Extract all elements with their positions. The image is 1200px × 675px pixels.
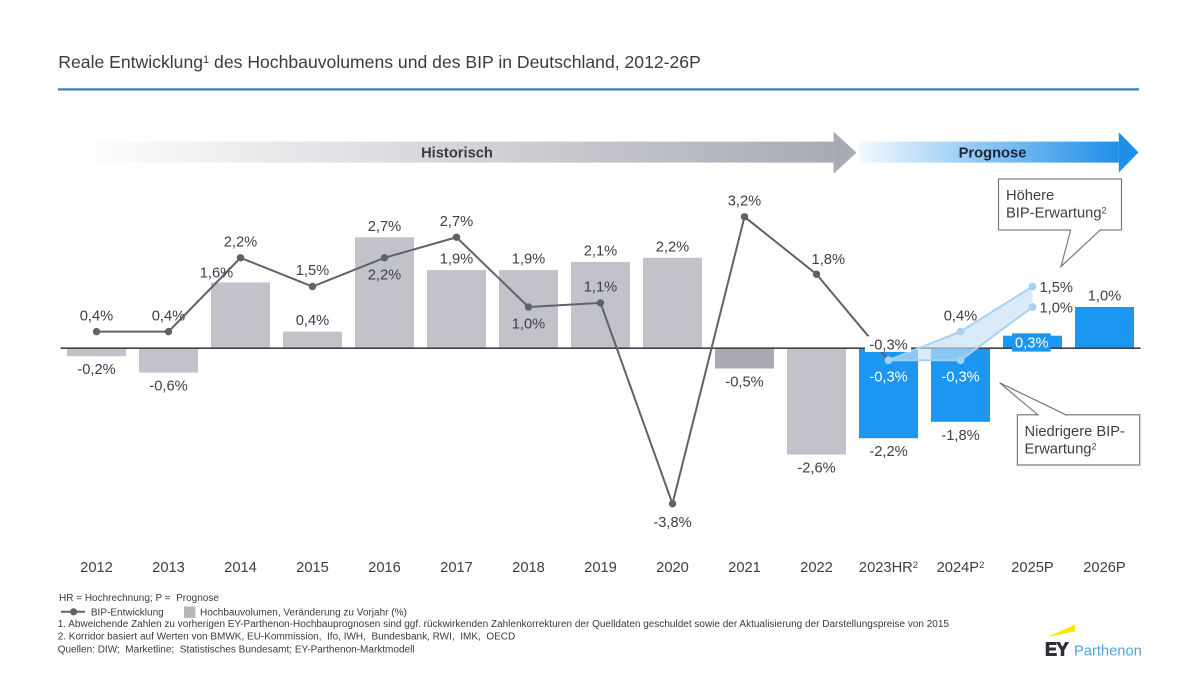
svg-text:1,8%: 1,8% [812, 252, 845, 268]
svg-text:2019: 2019 [584, 560, 617, 576]
svg-text:BIP-Entwicklung: BIP-Entwicklung [91, 608, 164, 619]
svg-text:2015: 2015 [296, 560, 329, 576]
svg-text:-2,2%: -2,2% [869, 444, 907, 460]
svg-text:2021: 2021 [728, 560, 761, 576]
svg-text:BIP-Erwartung2: BIP-Erwartung2 [1006, 205, 1107, 221]
svg-text:1,5%: 1,5% [296, 263, 329, 279]
svg-text:0,3%: 0,3% [1015, 336, 1048, 352]
svg-text:1. Abweichende Zahlen zu vorhe: 1. Abweichende Zahlen zu vorherigen EY-P… [58, 619, 950, 630]
svg-text:2013: 2013 [152, 560, 185, 576]
svg-text:2,1%: 2,1% [584, 243, 617, 259]
svg-text:2018: 2018 [512, 560, 545, 576]
svg-text:-0,5%: -0,5% [725, 375, 763, 391]
svg-text:Hochbauvolumen, Veränderung zu: Hochbauvolumen, Veränderung zu Vorjahr (… [200, 608, 407, 619]
svg-text:1,0%: 1,0% [1040, 300, 1073, 316]
svg-text:Niedrigere BIP-: Niedrigere BIP- [1025, 424, 1126, 440]
svg-text:2,2%: 2,2% [224, 235, 257, 251]
svg-text:-2,6%: -2,6% [797, 461, 835, 477]
svg-text:2,7%: 2,7% [440, 214, 473, 230]
svg-text:-3,8%: -3,8% [653, 515, 691, 531]
svg-text:2023HR2: 2023HR2 [859, 560, 918, 576]
svg-text:2. Korridor basiert auf Werten: 2. Korridor basiert auf Werten von BMWK,… [58, 632, 516, 643]
svg-text:2026P: 2026P [1083, 560, 1126, 576]
svg-text:1,0%: 1,0% [512, 317, 545, 333]
svg-text:2024P2: 2024P2 [937, 560, 985, 576]
svg-text:1,9%: 1,9% [512, 252, 545, 268]
svg-text:-0,3%: -0,3% [869, 370, 907, 386]
svg-text:Höhere: Höhere [1006, 188, 1054, 204]
svg-text:1,6%: 1,6% [200, 265, 233, 281]
svg-text:2,2%: 2,2% [656, 239, 689, 255]
svg-text:0,4%: 0,4% [296, 313, 329, 329]
svg-text:-1,8%: -1,8% [941, 428, 979, 444]
svg-text:2014: 2014 [224, 560, 257, 576]
svg-text:1,5%: 1,5% [1040, 280, 1073, 296]
svg-text:1,9%: 1,9% [440, 252, 473, 268]
svg-text:-0,6%: -0,6% [149, 379, 187, 395]
svg-text:2016: 2016 [368, 560, 401, 576]
svg-text:1,1%: 1,1% [584, 280, 617, 296]
svg-text:1,0%: 1,0% [1088, 289, 1121, 305]
svg-text:-0,3%: -0,3% [941, 370, 979, 386]
svg-text:0,4%: 0,4% [152, 308, 185, 324]
svg-text:2022: 2022 [800, 560, 833, 576]
svg-text:2025P: 2025P [1011, 560, 1054, 576]
svg-text:-0,2%: -0,2% [77, 362, 115, 378]
svg-text:Erwartung2: Erwartung2 [1025, 441, 1097, 457]
svg-text:3,2%: 3,2% [728, 194, 761, 210]
svg-text:Reale Entwicklung1 des Hochbau: Reale Entwicklung1 des Hochbauvolumens u… [58, 52, 701, 72]
svg-text:2020: 2020 [656, 560, 689, 576]
svg-text:2012: 2012 [80, 560, 113, 576]
svg-text:Prognose: Prognose [959, 145, 1027, 161]
svg-text:-0,3%: -0,3% [869, 337, 907, 353]
svg-text:Quellen: DIW; Marketline; St: Quellen: DIW; Marketline; Statistisches … [58, 645, 415, 656]
svg-text:Historisch: Historisch [421, 145, 493, 161]
svg-text:2017: 2017 [440, 560, 473, 576]
svg-text:0,4%: 0,4% [80, 308, 113, 324]
svg-text:2,2%: 2,2% [368, 267, 401, 283]
svg-text:HR = Hochrechnung; P = Progno: HR = Hochrechnung; P = Prognose [59, 593, 219, 604]
svg-text:Parthenon: Parthenon [1074, 644, 1142, 660]
svg-text:0,4%: 0,4% [944, 308, 977, 324]
svg-text:2,7%: 2,7% [368, 219, 401, 235]
svg-text:EY: EY [1045, 640, 1069, 660]
